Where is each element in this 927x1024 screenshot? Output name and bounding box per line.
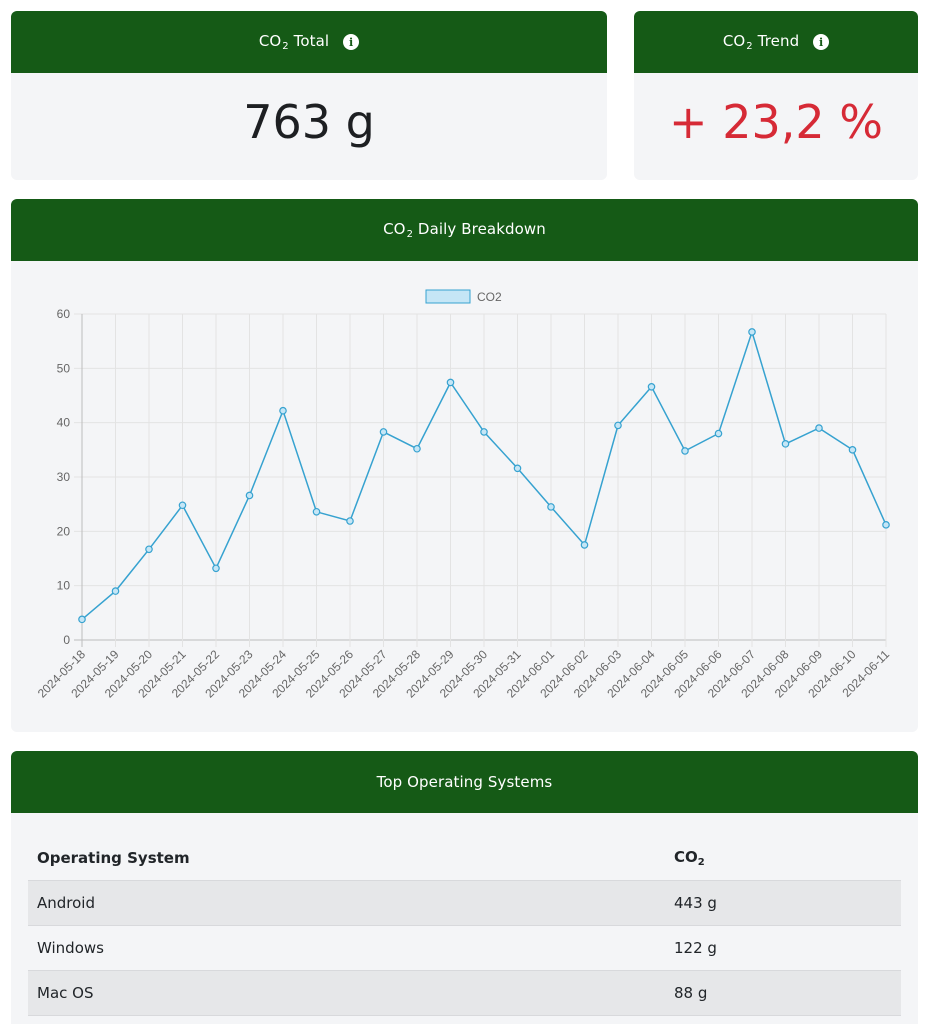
co2-daily-breakdown-header: CO2 Daily Breakdown	[11, 199, 918, 261]
co2-trend-header: CO2 Trend i	[634, 11, 918, 73]
data-point	[111, 587, 120, 595]
data-point	[212, 564, 220, 573]
data-point	[245, 491, 254, 500]
table-row: Windows 122 g	[28, 925, 901, 971]
data-point	[580, 541, 589, 549]
co2-trend-value: + 23,2 %	[669, 95, 883, 149]
co2-total-value: 763 g	[243, 95, 375, 149]
top-os-header: Top Operating Systems	[11, 751, 918, 813]
co2-value-cell: 443 g	[665, 880, 901, 926]
data-point	[145, 545, 153, 554]
legend-label: CO2	[477, 290, 502, 304]
os-name-cell: Android	[28, 880, 665, 926]
data-point	[882, 521, 890, 529]
co2-total-title: CO2 Total	[258, 32, 330, 52]
os-name-cell: Mac OS	[28, 970, 665, 1016]
data-point	[781, 440, 790, 448]
info-circle-icon[interactable]: i	[813, 34, 830, 50]
y-tick-label: 30	[57, 470, 71, 484]
co2-trend-card: CO2 Trend i + 23,2 %	[634, 11, 918, 180]
data-point	[848, 446, 857, 454]
table-header-row: Operating System CO2	[28, 836, 901, 881]
data-point	[78, 615, 86, 624]
data-point	[714, 429, 723, 438]
co2-column-header: CO2	[665, 836, 901, 881]
y-tick-label: 50	[57, 361, 71, 375]
co2-daily-breakdown-card: CO2 Daily Breakdown 0 10 20 30 40 50 60 2024-0…	[11, 199, 918, 732]
y-tick-label: 60	[57, 307, 71, 321]
data-point	[647, 383, 656, 391]
co2-total-card: CO2 Total i 763 g	[11, 11, 607, 180]
os-column-header: Operating System	[28, 836, 665, 881]
legend-swatch	[425, 289, 471, 304]
co2-value-cell: 122 g	[665, 925, 901, 971]
co2-total-header: CO2 Total i	[11, 11, 607, 73]
data-point	[279, 406, 287, 415]
os-table: Operating System CO2 Android 443 g Windo…	[28, 836, 901, 1016]
data-point	[379, 428, 388, 436]
co2-trend-title: CO2 Trend	[722, 32, 800, 52]
data-point	[346, 517, 354, 525]
data-point	[413, 444, 421, 453]
data-point	[446, 378, 455, 387]
data-point	[178, 501, 187, 510]
top-os-title: Top Operating Systems	[376, 773, 553, 791]
data-point	[547, 503, 555, 511]
data-point	[480, 428, 488, 436]
data-point	[815, 424, 823, 432]
table-row: Android 443 g	[28, 880, 901, 926]
y-tick-label: 0	[63, 633, 70, 647]
top-os-card: Top Operating Systems Operating System C…	[11, 751, 918, 1024]
data-point	[614, 421, 622, 430]
data-point	[748, 328, 756, 336]
info-circle-icon[interactable]: i	[343, 34, 360, 50]
co2-value-cell: 88 g	[665, 970, 901, 1016]
y-tick-label: 10	[57, 579, 71, 593]
data-point	[312, 507, 321, 516]
y-tick-label: 20	[57, 524, 71, 538]
data-point	[513, 464, 522, 473]
y-tick-label: 40	[57, 416, 71, 430]
table-row: Mac OS 88 g	[28, 970, 901, 1016]
data-point	[681, 447, 689, 455]
co2-daily-breakdown-title: CO2 Daily Breakdown	[383, 220, 546, 240]
os-name-cell: Windows	[28, 925, 665, 971]
